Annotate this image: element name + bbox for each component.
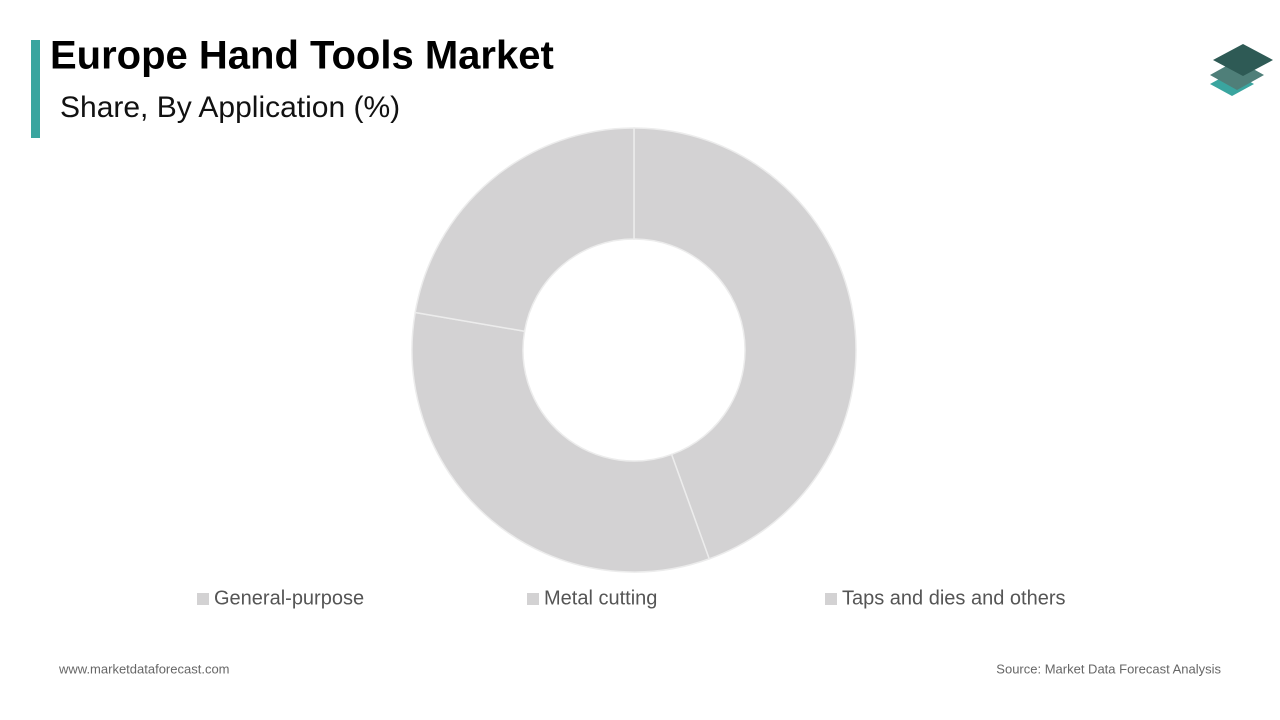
legend-label: Taps and dies and others bbox=[842, 587, 1066, 609]
legend: General-purpose Metal cutting Taps and die… bbox=[197, 587, 1066, 609]
donut-segment bbox=[411, 311, 711, 573]
chart-title: Europe Hand Tools Market bbox=[50, 34, 554, 78]
logo bbox=[1210, 44, 1273, 96]
chart-subtitle: Share, By Application (%) bbox=[60, 91, 400, 124]
legend-swatch bbox=[197, 593, 209, 605]
legend-label: General-purpose bbox=[214, 587, 364, 609]
legend-swatch bbox=[825, 593, 837, 605]
donut-segment bbox=[414, 127, 635, 333]
legend-swatch bbox=[527, 593, 539, 605]
source: Source: Market Data Forecast Analysis bbox=[996, 661, 1221, 676]
website: www.marketdataforecast.com bbox=[58, 661, 230, 676]
title-accent bbox=[31, 40, 40, 138]
legend-label: Metal cutting bbox=[544, 587, 657, 609]
donut-segment bbox=[633, 127, 857, 560]
donut bbox=[411, 127, 857, 573]
